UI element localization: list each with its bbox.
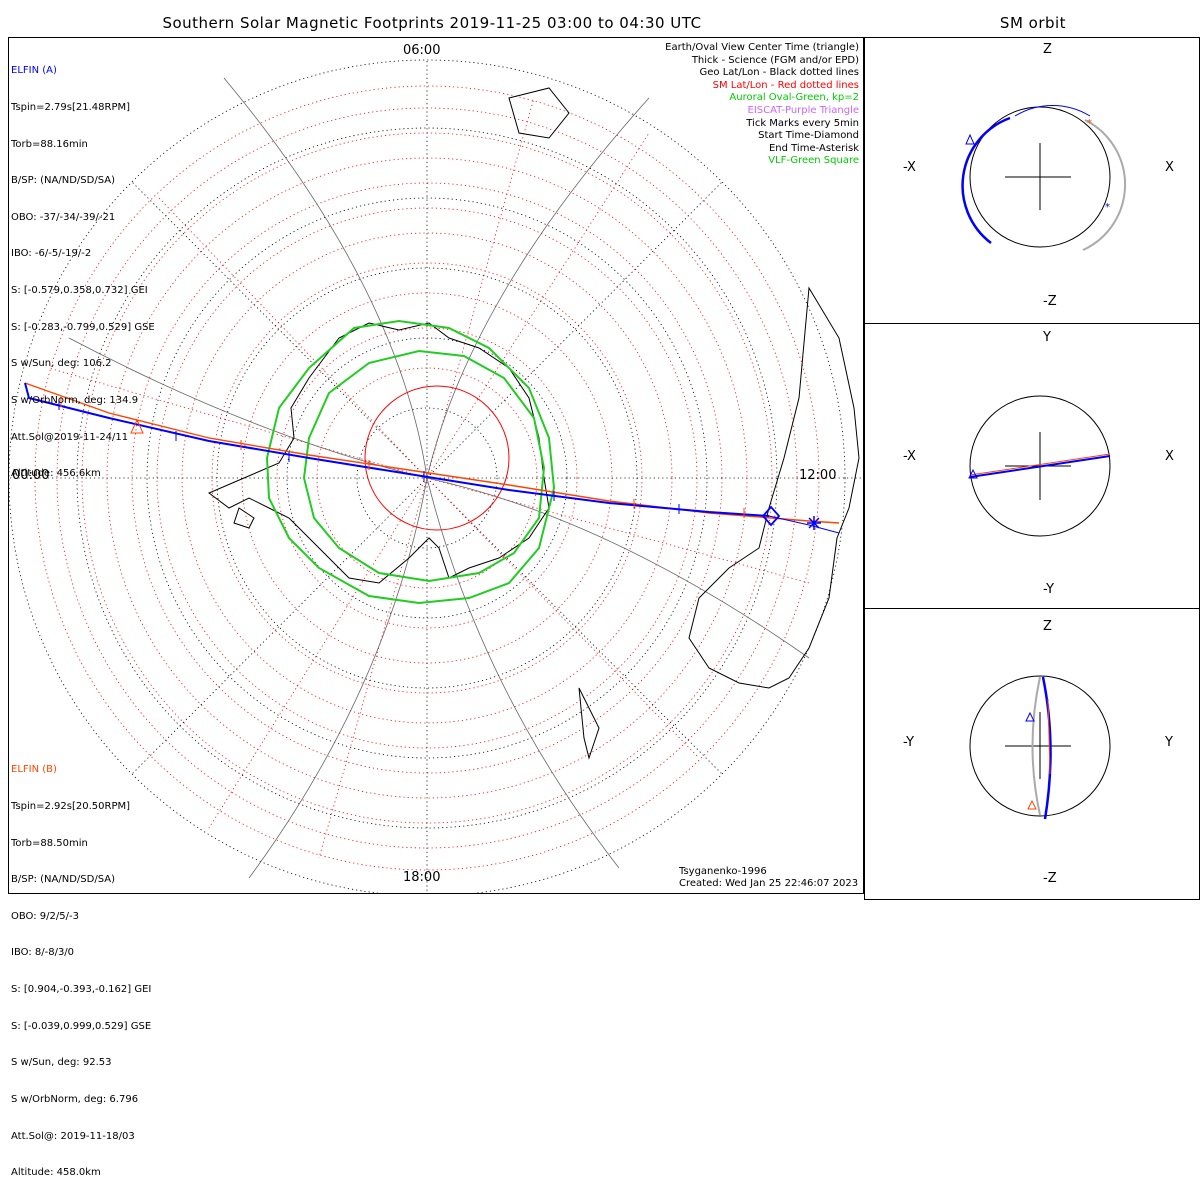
- elfin-a-track: [24, 382, 770, 517]
- sm-orbit-title: SM orbit: [999, 14, 1067, 32]
- elfin-a-line: S: [-0.579,0.358,0.732] GEI: [11, 285, 148, 297]
- plot-title: Southern Solar Magnetic Footprints 2019-…: [162, 14, 702, 32]
- elfin-b-tick-marks: [60, 397, 745, 518]
- auroral-oval-inner: [302, 349, 546, 583]
- axis-label-left: -X: [903, 160, 916, 175]
- svg-text:*: *: [1105, 202, 1110, 213]
- elfin-a-line: Altitude: 456.6km: [11, 468, 101, 480]
- elfin-b-line: S w/OrbNorm, deg: 6.796: [11, 1093, 139, 1105]
- footprint-map-panel: 06:00 00:00 12:00 18:00 ELFIN (A) Tspin=…: [8, 37, 864, 1178]
- sm-panel-yz: Z -Z -Y Y: [864, 608, 1200, 900]
- legend-item: End Time-Asterisk: [768, 142, 859, 154]
- time-label-bottom: 18:00: [403, 870, 441, 885]
- legend-item: Start Time-Diamond: [758, 130, 859, 142]
- elfin-a-name: ELFIN (A): [11, 65, 57, 77]
- model-label: Tsyganenko-1996: [679, 866, 767, 877]
- sm-panel-xz: * * Z -Z -X X: [864, 37, 1200, 324]
- time-label-left: 00:00: [12, 468, 50, 483]
- axis-label-left: -Y: [903, 735, 915, 750]
- elfin-b-line: IBO: 8/-8/3/0: [11, 947, 75, 959]
- axis-label-top: Y: [1043, 330, 1051, 345]
- antarctica-coastline: [208, 322, 550, 584]
- axis-label-right: Y: [1165, 735, 1173, 750]
- sm-plot-xy: [968, 395, 1111, 537]
- time-label-top: 06:00: [403, 43, 441, 58]
- elfin-b-line: S w/Sun, deg: 92.53: [11, 1057, 112, 1069]
- start-diamond-icon: [761, 505, 781, 527]
- elfin-a-line: S w/Sun, deg: 106.2: [11, 358, 112, 370]
- elfin-a-tick-marks: [58, 400, 680, 514]
- legend-item: Thick - Science (FGM and/or EPD): [691, 54, 859, 66]
- footprint-map: [9, 58, 864, 894]
- elfin-b-line: S: [0.904,-0.393,-0.162] GEI: [11, 984, 152, 996]
- axis-label-left: -X: [903, 449, 916, 464]
- elfin-a-info: ELFIN (A) Tspin=2.79s[21.48RPM] Torb=88.…: [11, 41, 155, 505]
- elfin-b-name: ELFIN (B): [11, 764, 57, 776]
- axis-label-bottom: -Y: [1043, 582, 1055, 597]
- island-coast: [233, 507, 255, 529]
- axis-label-top: Z: [1043, 619, 1052, 634]
- coast-fragment-top: [508, 87, 570, 139]
- elfin-a-track-thin: [768, 515, 840, 534]
- elfin-b-track: [24, 382, 840, 524]
- legend: Earth/Oval View Center Time (triangle) T…: [665, 42, 859, 168]
- sm-panel-xy: Y -Y -X X: [864, 323, 1200, 609]
- elfin-a-line: Att.Sol@2019-11-24/11: [11, 431, 129, 443]
- elfin-b-line: OBO: 9/2/5/-3: [11, 910, 79, 922]
- elfin-a-line: B/SP: (NA/ND/SD/SA): [11, 175, 115, 187]
- elfin-b-info: ELFIN (B) Tspin=2.92s[20.50RPM] Torb=88.…: [11, 740, 151, 1204]
- end-asterisk-icon: [807, 516, 821, 530]
- created-label: Created: Wed Jan 25 22:46:07 2023: [679, 878, 859, 889]
- svg-text:*: *: [1087, 118, 1092, 129]
- elfin-a-line: IBO: -6/-5/-19/-2: [11, 248, 92, 260]
- auroral-oval-outer: [265, 319, 556, 605]
- elfin-b-line: B/SP: (NA/ND/SD/SA): [11, 874, 115, 886]
- legend-item: Earth/Oval View Center Time (triangle): [665, 42, 859, 53]
- elfin-a-line: S: [-0.283,-0.799,0.529] GSE: [11, 321, 155, 333]
- elfin-b-line: Altitude: 458.0km: [11, 1167, 101, 1179]
- legend-item: Auroral Oval-Green, kp=2: [729, 92, 859, 104]
- legend-item: Geo Lat/Lon - Black dotted lines: [699, 67, 859, 79]
- legend-item: VLF-Green Square: [768, 155, 859, 167]
- elfin-b-line: S: [-0.039,0.999,0.529] GSE: [11, 1020, 152, 1032]
- view-center-triangle-icon: [130, 418, 144, 434]
- axis-label-bottom: -Z: [1043, 294, 1057, 309]
- axis-label-right: X: [1165, 160, 1174, 175]
- legend-item: SM Lat/Lon - Red dotted lines: [712, 79, 859, 91]
- legend-item: EISCAT-Purple Triangle: [747, 104, 860, 116]
- axis-label-bottom: -Z: [1043, 871, 1057, 886]
- sm-plot-yz: [969, 675, 1111, 820]
- elfin-a-line: OBO: -37/-34/-39/-21: [11, 211, 116, 223]
- grey-meridians: [68, 77, 810, 879]
- sm-pole-circle: [364, 385, 510, 531]
- sm-meridians: [48, 97, 810, 859]
- elfin-a-line: Tspin=2.79s[21.48RPM]: [11, 102, 131, 114]
- elfin-a-line: Torb=88.16min: [11, 138, 88, 150]
- geo-meridians: [9, 58, 864, 894]
- elfin-b-line: Torb=88.50min: [11, 837, 88, 849]
- elfin-b-line: Att.Sol@: 2019-11-18/03: [11, 1130, 135, 1142]
- axis-label-top: Z: [1043, 42, 1052, 57]
- sm-plot-xz: * *: [961, 104, 1127, 251]
- elfin-a-line: S w/OrbNorm, deg: 134.9: [11, 394, 139, 406]
- coast-fragment-bottom: [578, 687, 600, 760]
- legend-item: Tick Marks every 5min: [746, 117, 859, 129]
- elfin-b-line: Tspin=2.92s[20.50RPM]: [11, 801, 131, 813]
- axis-label-right: X: [1165, 449, 1174, 464]
- time-label-right: 12:00: [799, 468, 837, 483]
- australia-coastline: [688, 286, 860, 689]
